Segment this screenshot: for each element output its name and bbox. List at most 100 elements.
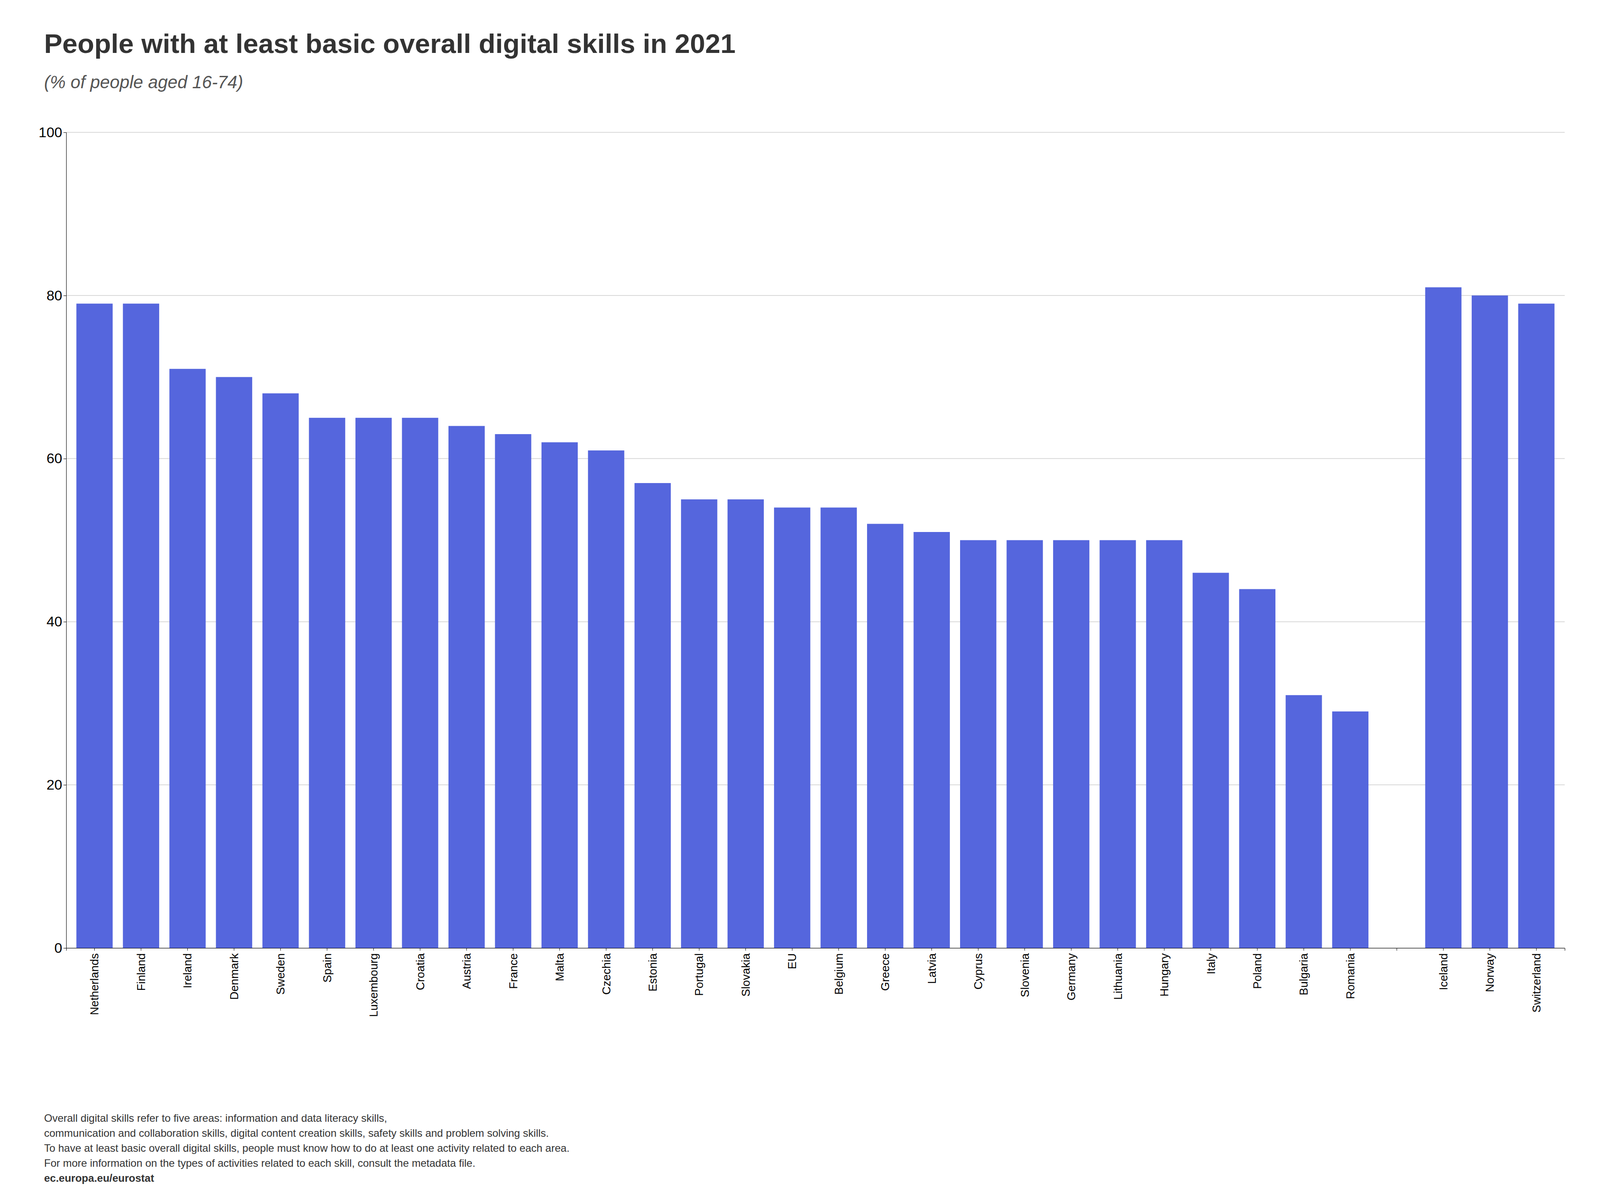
bar <box>401 417 438 948</box>
x-tick-label: Slovakia <box>739 952 753 997</box>
x-tick-mark <box>233 947 235 951</box>
bar <box>123 303 160 948</box>
bar <box>1378 947 1415 949</box>
bar <box>448 426 485 948</box>
x-tick-label: Ireland <box>180 953 195 989</box>
y-tick-mark <box>63 621 67 622</box>
x-tick: Slovakia <box>739 947 753 997</box>
x-tick-label: Denmark <box>227 952 241 1000</box>
x-tick-label: Estonia <box>646 952 660 991</box>
x-tick-mark <box>373 947 374 951</box>
x-tick: France <box>506 947 520 989</box>
x-tick-mark <box>1117 947 1118 951</box>
bar <box>1285 695 1322 948</box>
x-tick-label: Bulgaria <box>1297 952 1311 995</box>
bar <box>1425 287 1462 948</box>
y-tick-mark <box>63 947 67 949</box>
bar <box>1332 711 1369 948</box>
x-tick-mark <box>652 947 653 951</box>
bar <box>634 482 671 948</box>
x-tick-mark <box>187 947 188 951</box>
bar <box>960 540 997 949</box>
x-tick-mark <box>1303 947 1305 951</box>
x-tick: Netherlands <box>87 947 101 1015</box>
x-tick: Greece <box>878 947 892 991</box>
x-tick: Luxembourg <box>366 947 381 1017</box>
x-tick-label: Slovenia <box>1018 952 1032 997</box>
annotation: Overall digital skills refer to five are… <box>44 1111 388 1124</box>
x-tick-label: Netherlands <box>87 953 101 1015</box>
x-tick-label: Greece <box>878 953 892 991</box>
y-tick-label: 60 <box>46 450 63 467</box>
x-tick-label: Poland <box>1250 953 1264 989</box>
x-tick-label: Czechia <box>599 952 614 995</box>
x-tick: EU <box>785 947 799 969</box>
bar <box>262 393 299 948</box>
x-tick: Poland <box>1250 947 1264 989</box>
x-tick-mark <box>1256 947 1258 951</box>
x-tick-mark <box>1024 947 1025 951</box>
annotation: communication and collaboration skills, … <box>44 1126 550 1139</box>
x-tick-label: Lithuania <box>1111 952 1125 1000</box>
x-axis-line <box>66 948 1566 951</box>
grid-line <box>66 295 1565 296</box>
x-tick-label: Portugal <box>692 953 706 996</box>
y-tick: 20 <box>46 776 67 793</box>
subtitle: (% of people aged 16-74) <box>44 72 243 92</box>
x-tick-mark <box>140 947 142 951</box>
grid-line <box>66 131 1565 133</box>
x-tick-mark <box>792 947 793 951</box>
x-tick-label: Spain <box>320 953 334 983</box>
bar <box>1471 295 1508 948</box>
x-tick-mark <box>1536 947 1537 951</box>
bar <box>680 499 718 948</box>
bar <box>587 450 625 948</box>
x-tick-label: Luxembourg <box>366 953 381 1017</box>
x-axis: NetherlandsFinlandIrelandDenmarkSwedenSp… <box>66 947 1566 1017</box>
x-tick-mark <box>94 947 95 951</box>
x-tick-mark <box>699 947 700 951</box>
x-tick-label: Germany <box>1064 953 1078 1001</box>
x-tick: Hungary <box>1157 947 1171 997</box>
y-tick-label: 80 <box>46 287 63 304</box>
x-tick: Cyprus <box>971 947 985 990</box>
x-tick: Slovenia <box>1018 947 1032 998</box>
annotation: To have at least basic overall digital s… <box>44 1141 570 1154</box>
x-tick-label: Romania <box>1343 952 1358 999</box>
x-tick-mark <box>931 947 932 951</box>
bar <box>913 531 950 948</box>
x-tick-label: Switzerland <box>1529 953 1544 1013</box>
x-tick-label: France <box>506 953 520 989</box>
x-tick <box>1396 947 1398 951</box>
x-tick: Romania <box>1343 947 1358 999</box>
y-tick-mark <box>63 295 67 296</box>
y-tick-label: 40 <box>46 613 63 630</box>
x-tick: Belgium <box>832 947 846 995</box>
x-tick-mark <box>1349 947 1351 951</box>
y-tick-label: 100 <box>38 124 63 141</box>
x-tick-mark <box>559 947 560 951</box>
x-tick-label: Hungary <box>1157 953 1171 997</box>
x-tick-label: Malta <box>553 952 567 981</box>
bar <box>1146 540 1183 949</box>
annotations: Overall digital skills refer to five are… <box>44 1111 570 1184</box>
y-tick: 0 <box>54 939 67 956</box>
x-tick-label: Croatia <box>413 952 427 990</box>
x-tick-label: Belgium <box>832 953 846 995</box>
x-tick: Norway <box>1483 947 1497 992</box>
x-tick-label: Latvia <box>925 952 939 984</box>
bar <box>773 507 811 948</box>
bar <box>727 499 764 948</box>
bar <box>1006 540 1043 949</box>
x-tick: Sweden <box>273 947 288 995</box>
x-tick: Spain <box>320 947 334 983</box>
x-tick-label: Austria <box>459 952 474 989</box>
x-tick: Germany <box>1064 947 1078 1001</box>
x-tick: Denmark <box>227 947 241 1000</box>
y-axis: 0 20 40 60 80 100 <box>38 124 67 956</box>
y-tick-mark <box>63 458 67 460</box>
x-tick: Italy <box>1204 947 1218 975</box>
x-tick-mark <box>512 947 514 951</box>
x-tick-label: Italy <box>1204 953 1218 975</box>
bar <box>494 433 531 948</box>
